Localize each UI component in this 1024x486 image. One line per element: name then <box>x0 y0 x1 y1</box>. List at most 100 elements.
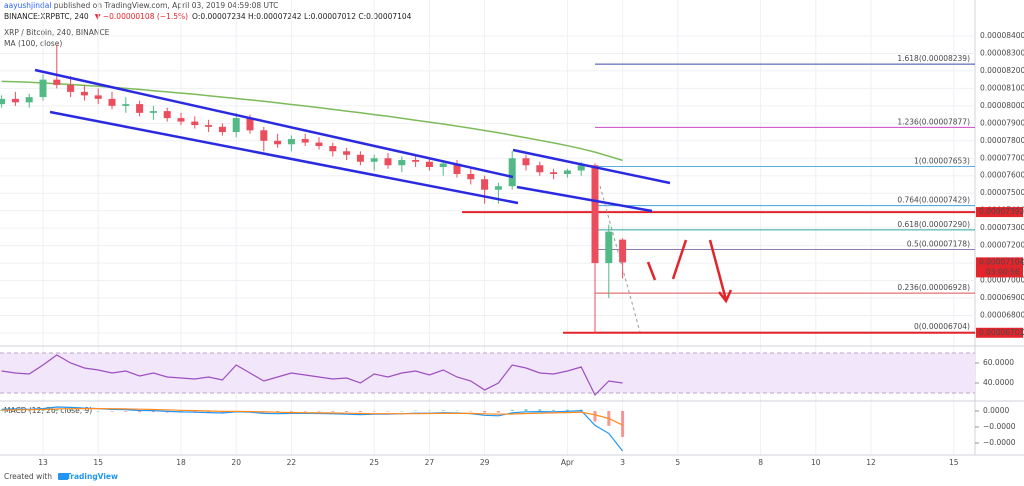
candle-body <box>39 79 47 98</box>
histogram-bar <box>593 410 597 422</box>
candle-body <box>80 91 88 96</box>
candle-body <box>218 126 226 133</box>
candle-body <box>370 158 378 162</box>
y-tick-label: 0.00007700 <box>980 153 1024 162</box>
macd-line <box>1 408 623 426</box>
y-tick-label: 0.00007200 <box>980 241 1024 250</box>
candle-body <box>163 111 171 119</box>
histogram-bar <box>303 410 307 412</box>
histogram-bar <box>55 408 59 411</box>
histogram-bar <box>124 410 128 412</box>
candle-body <box>287 139 295 145</box>
candle-body <box>439 163 447 167</box>
candle-body <box>205 125 213 127</box>
histogram-bar <box>469 410 473 412</box>
candle-body <box>343 151 351 155</box>
fib-label: 0.618(0.00007290) <box>897 220 970 229</box>
histogram-bar <box>552 409 556 411</box>
histogram-bar <box>151 410 155 413</box>
histogram-bar <box>483 410 487 413</box>
histogram-bar <box>0 410 4 411</box>
arrow <box>708 239 728 301</box>
histogram-bar <box>510 409 514 411</box>
price-tag <box>976 327 1023 338</box>
candle-body <box>301 139 309 143</box>
channel-line <box>49 110 519 205</box>
candle-body <box>425 161 433 167</box>
publish-line: aayushjindal published on TradingView.co… <box>4 1 278 10</box>
x-tick-label: 12 <box>866 458 876 467</box>
histogram-bar <box>372 410 376 412</box>
candle-body <box>232 118 240 133</box>
y-tick-label: 0.00007900 <box>980 118 1024 127</box>
histogram-bar <box>27 410 31 412</box>
candle-body <box>149 111 157 113</box>
x-tick-label: 3 <box>620 458 625 467</box>
x-tick-label: 10 <box>811 458 821 467</box>
y-tick-label: 0.00008300 <box>980 48 1024 57</box>
fib-label: 1.618(0.00008239) <box>897 54 970 63</box>
x-tick-label: 27 <box>425 458 435 467</box>
x-tick-label: Apr <box>561 458 575 467</box>
histogram-bar <box>538 409 542 411</box>
candle-body <box>246 118 254 131</box>
histogram-bar <box>207 410 211 413</box>
histogram-bar <box>96 410 100 412</box>
candle-body <box>53 79 61 85</box>
author: aayushjindal <box>4 1 51 10</box>
x-tick-label: 25 <box>369 458 379 467</box>
last-price-label: 0.00007104 <box>979 257 1024 266</box>
y-tick-label: 0.00008200 <box>980 66 1024 75</box>
candle-body <box>467 173 475 180</box>
candle-body <box>11 98 19 103</box>
y-tick-label: 0.00006900 <box>980 293 1024 302</box>
footer-prefix: Created with <box>4 472 52 481</box>
candle-body <box>191 121 199 126</box>
candle-body <box>453 163 461 174</box>
candle-body <box>550 172 558 174</box>
candle-body <box>577 165 585 171</box>
candle-body <box>94 95 102 99</box>
fib-label: 0.764(0.00007429) <box>897 196 970 205</box>
x-tick-label: 8 <box>758 458 763 467</box>
histogram-bar <box>41 410 45 411</box>
symbol: BINANCE:XRPBTC, 240 <box>4 12 89 21</box>
arrow <box>646 261 657 281</box>
fib-trend-line <box>599 185 641 333</box>
candle-body <box>136 104 144 113</box>
channel-line <box>512 148 671 185</box>
x-tick-label: 5 <box>675 458 680 467</box>
y-tick-label: 0.00008400 <box>980 31 1024 40</box>
fib-label: 1(0.00007653) <box>914 156 970 165</box>
histogram-bar <box>82 410 86 411</box>
histogram-bar <box>138 410 142 413</box>
candle-body <box>108 98 116 106</box>
y-tick-label: 0.00007500 <box>980 188 1024 197</box>
histogram-bar <box>110 410 114 412</box>
x-tick-label: 20 <box>231 458 241 467</box>
y-tick-label: 0.00008100 <box>980 83 1024 92</box>
histogram-bar <box>345 410 349 412</box>
histogram-bar <box>427 410 431 412</box>
fib-label: 0.236(0.00006928) <box>897 283 970 292</box>
candle-body <box>274 140 282 145</box>
y-tick-label: 40.0000 <box>983 378 1014 387</box>
x-tick-label: 29 <box>480 458 490 467</box>
x-tick-label: 18 <box>176 458 186 467</box>
price-tag-label: 0.00006701 <box>979 328 1024 337</box>
candle-body <box>260 130 268 141</box>
footer: Created with TradingView <box>4 472 118 481</box>
candle-body <box>329 146 337 152</box>
fib-label: 1.236(0.00007877) <box>897 117 970 126</box>
rsi-line <box>1 354 623 397</box>
candle-body <box>522 158 530 166</box>
candle-body <box>605 231 613 264</box>
x-tick-label: 13 <box>38 458 48 467</box>
y-tick-label: 0.00007300 <box>980 223 1024 232</box>
y-tick-label: 0.00007800 <box>980 136 1024 145</box>
x-tick-label: 15 <box>949 458 959 467</box>
candle-body <box>122 104 130 106</box>
y-tick-label: 0.0000 <box>983 406 1009 415</box>
candle-body <box>563 170 571 174</box>
